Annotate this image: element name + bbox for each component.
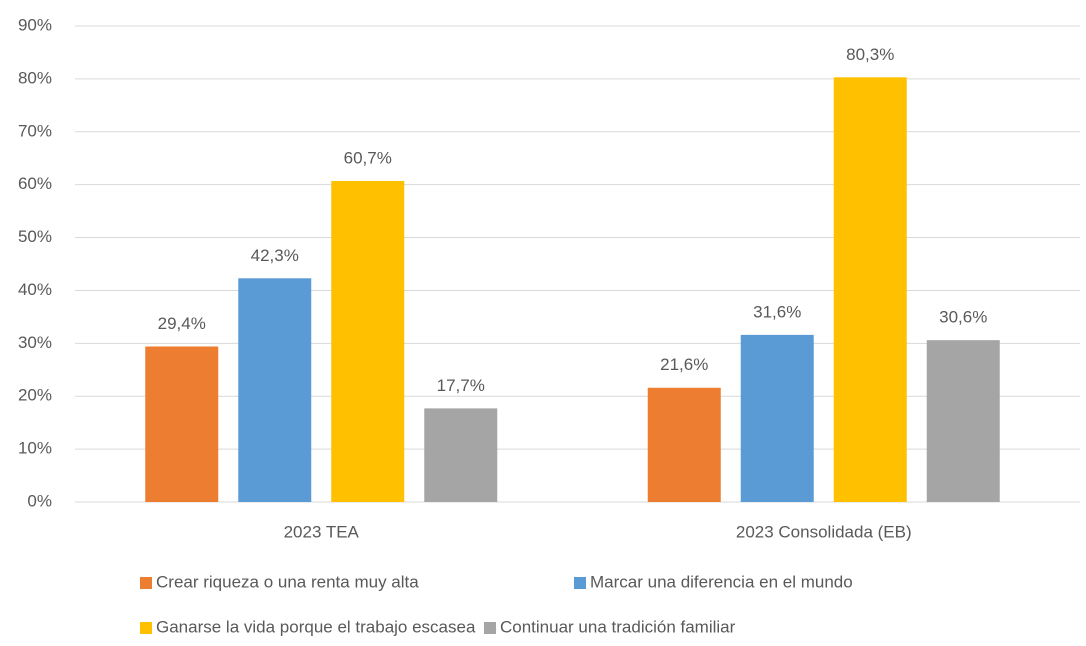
legend-swatch [140, 622, 152, 634]
legend-swatch [140, 577, 152, 589]
x-tick-label: 2023 TEA [284, 522, 360, 541]
y-tick-label: 60% [18, 174, 52, 193]
legend-label: Continuar una tradición familiar [500, 617, 736, 636]
y-tick-label: 40% [18, 280, 52, 299]
data-label: 30,6% [939, 308, 987, 327]
data-label: 80,3% [846, 45, 894, 64]
x-tick-label: 2023 Consolidada (EB) [736, 522, 912, 541]
y-tick-label: 20% [18, 386, 52, 405]
bar [740, 334, 814, 502]
legend-label: Crear riqueza o una renta muy alta [156, 572, 419, 591]
y-tick-label: 70% [18, 121, 52, 140]
bar [833, 77, 907, 503]
legend-label: Ganarse la vida porque el trabajo escase… [156, 617, 476, 636]
y-tick-label: 90% [18, 15, 52, 34]
bar [647, 387, 721, 502]
bar [331, 180, 405, 502]
y-tick-label: 0% [27, 491, 52, 510]
y-tick-label: 30% [18, 333, 52, 352]
y-tick-label: 10% [18, 439, 52, 458]
data-label: 42,3% [251, 246, 299, 265]
y-tick-label: 50% [18, 227, 52, 246]
bar [926, 340, 1000, 502]
data-label: 29,4% [158, 314, 206, 333]
bar [424, 408, 498, 502]
bar [238, 278, 312, 502]
data-label: 60,7% [344, 148, 392, 167]
y-tick-label: 80% [18, 68, 52, 87]
data-label: 31,6% [753, 302, 801, 321]
legend-swatch [484, 622, 496, 634]
data-label: 21,6% [660, 355, 708, 374]
legend-swatch [574, 577, 586, 589]
bar [145, 346, 219, 502]
legend-label: Marcar una diferencia en el mundo [590, 572, 853, 591]
data-label: 17,7% [437, 376, 485, 395]
